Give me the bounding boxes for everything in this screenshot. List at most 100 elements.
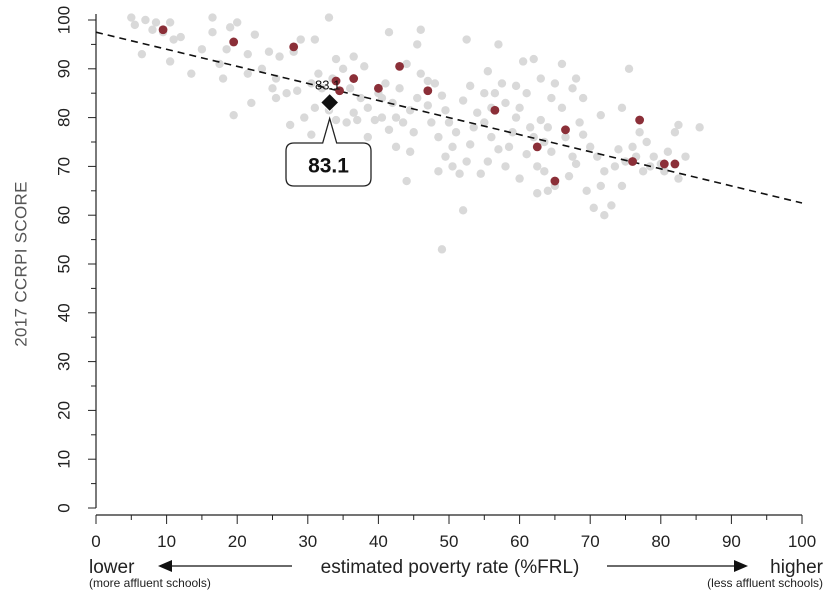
trend-line-group [95, 31, 803, 204]
background-point [465, 140, 475, 149]
background-point [388, 98, 397, 108]
background-point [674, 174, 683, 183]
background-point [543, 186, 553, 195]
background-point [434, 167, 443, 176]
background-points-series [127, 13, 704, 254]
y-tick-label: 90 [55, 59, 74, 78]
x-axis-high-label: higher [770, 557, 823, 578]
background-point [536, 74, 545, 83]
highlight-point [331, 76, 341, 86]
background-point [610, 162, 620, 171]
background-point [413, 40, 422, 49]
background-point [300, 113, 309, 122]
background-point [416, 69, 425, 78]
background-point [589, 203, 598, 213]
background-point [635, 128, 644, 137]
background-point [624, 64, 634, 74]
background-point [427, 118, 436, 127]
background-point [511, 113, 521, 122]
background-point [137, 49, 147, 59]
background-point [575, 118, 584, 127]
background-point [540, 167, 549, 176]
focus-diamond-marker [319, 92, 340, 113]
background-point [455, 169, 464, 178]
background-point [525, 123, 535, 132]
background-point [550, 79, 560, 88]
background-point [441, 106, 450, 115]
background-point [285, 120, 295, 130]
background-point [441, 152, 450, 161]
background-point [222, 45, 231, 54]
x-tick-label: 80 [651, 532, 670, 551]
x-tick-label: 0 [91, 532, 100, 551]
highlight-point [158, 25, 168, 35]
background-point [571, 159, 581, 169]
background-point [307, 79, 316, 88]
background-point [494, 145, 503, 154]
background-point [515, 174, 524, 183]
y-tick-label: 30 [55, 352, 74, 371]
x-tick-label: 10 [157, 532, 176, 551]
background-point [444, 118, 454, 127]
background-point [381, 79, 390, 88]
background-point [501, 98, 510, 108]
background-point [405, 106, 415, 115]
background-point [458, 96, 468, 105]
background-point [490, 89, 500, 98]
x-tick-label: 60 [510, 532, 529, 551]
x-tick-label: 90 [722, 532, 741, 551]
background-point [462, 157, 471, 166]
background-point [501, 162, 510, 171]
background-point [476, 169, 485, 178]
y-tick-label: 80 [55, 108, 74, 127]
highlight-point [395, 61, 404, 71]
background-point [225, 23, 235, 32]
y-axis-title: 2017 CCRPI SCORE [12, 181, 31, 346]
background-point [540, 137, 549, 147]
highlight-point [490, 105, 500, 115]
y-tick-label: 70 [55, 157, 74, 176]
background-point [596, 110, 605, 120]
background-point [391, 142, 401, 152]
background-point [282, 89, 291, 98]
x-axis-high-sublabel: (less affluent schools) [707, 576, 823, 590]
background-point [229, 110, 238, 120]
background-point [413, 93, 422, 103]
y-tick-label: 100 [55, 6, 74, 34]
x-tick-label: 20 [228, 532, 247, 551]
background-point [430, 79, 440, 88]
y-tick-label: 50 [55, 255, 74, 274]
background-point [141, 15, 150, 25]
background-point [600, 211, 609, 220]
background-point [250, 30, 260, 39]
background-point [345, 84, 355, 93]
background-point [218, 74, 228, 83]
background-point [511, 81, 521, 91]
background-point [384, 125, 394, 134]
callout-box [285, 116, 372, 187]
background-point [571, 74, 581, 83]
background-point [480, 89, 489, 98]
background-point [529, 132, 538, 142]
background-point [331, 115, 341, 125]
background-point [586, 142, 595, 152]
highlight-point [635, 115, 645, 125]
x-axis-title: estimated poverty rate (%FRL) [321, 557, 580, 578]
background-point [462, 35, 471, 44]
y-tick-label: 10 [55, 450, 74, 469]
background-point [515, 103, 524, 113]
background-point [480, 118, 489, 127]
background-point [642, 137, 651, 147]
background-point [197, 45, 207, 54]
background-point [409, 128, 418, 137]
background-point [497, 79, 507, 88]
focus-group: 83.1 83.1 [285, 77, 372, 187]
x-tick-label: 50 [440, 532, 459, 551]
background-point [423, 76, 433, 86]
x-tick-label: 100 [788, 532, 816, 551]
background-point [547, 93, 556, 103]
background-point [529, 54, 538, 64]
background-point [151, 18, 161, 27]
x-axis-low-label: lower [89, 557, 135, 578]
background-point [296, 35, 305, 44]
